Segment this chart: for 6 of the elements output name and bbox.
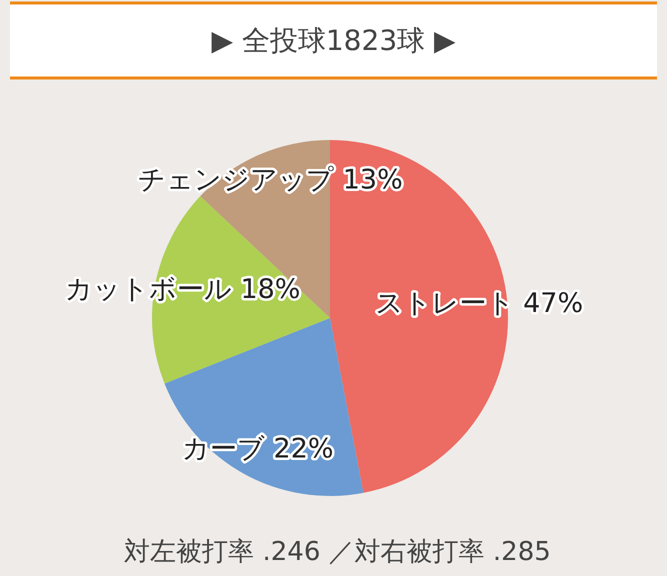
- text: 対左被打率 .246 ／対右被打率 .285: [124, 537, 551, 567]
- pie-slice: [164, 318, 364, 496]
- chart-title: ▶ 全投球1823球 ▶: [211, 24, 456, 57]
- slice-label: カーブ 22%: [182, 433, 334, 464]
- slice-label: チェンジアップ 13%: [138, 164, 403, 196]
- slice-label: ストレート 47%: [376, 288, 584, 319]
